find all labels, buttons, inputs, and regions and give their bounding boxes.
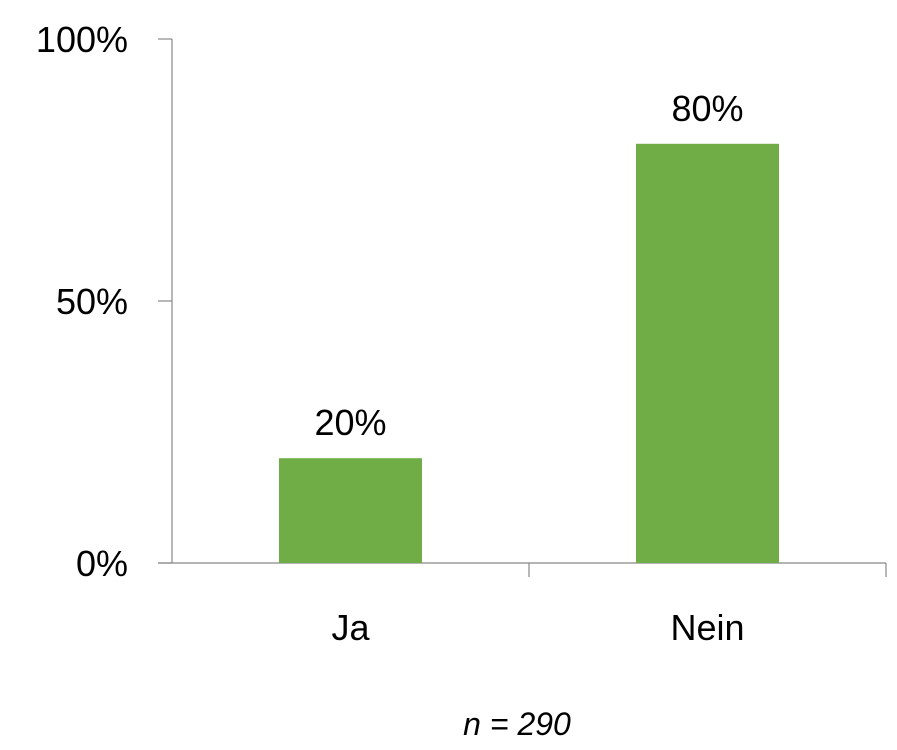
x-tick-label-nein: Nein [670, 607, 744, 648]
y-tick-label-100: 100% [36, 19, 128, 60]
y-tick-label-0: 0% [76, 543, 128, 584]
bar-nein [636, 143, 779, 564]
sample-size-note: n = 290 [463, 706, 571, 742]
data-label-nein: 80% [671, 88, 743, 129]
y-tick-label-50: 50% [56, 281, 128, 322]
plot-area: 0% 50% 100% 20% Ja 80% Nein [36, 19, 887, 648]
x-tick-label-ja: Ja [331, 607, 370, 648]
bar-ja [279, 458, 422, 563]
data-label-ja: 20% [314, 402, 386, 443]
